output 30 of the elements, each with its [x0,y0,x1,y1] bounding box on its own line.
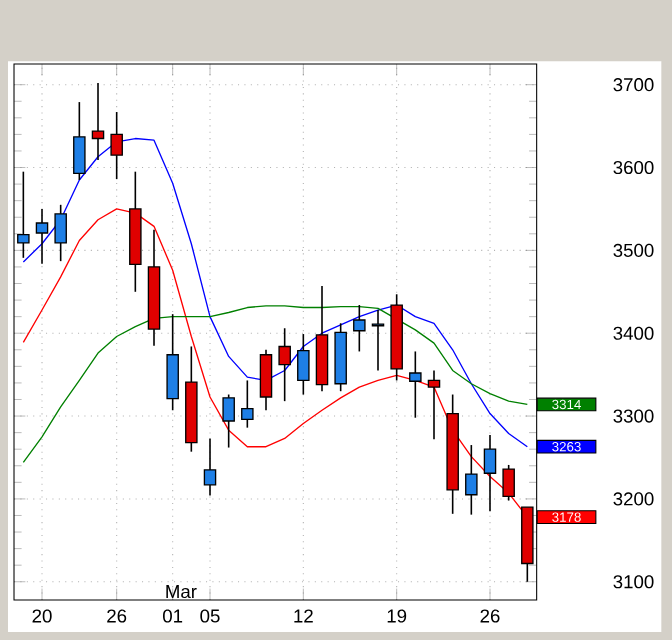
candlestick [278,327,291,402]
candlestick [110,111,123,180]
candlestick [427,369,441,441]
candlestick [203,437,217,497]
y-tick-label: 3600 [613,160,654,175]
candlestick [371,309,385,372]
candlestick [409,350,422,419]
candlestick [259,348,273,412]
x-tick-label: 19 [387,609,407,623]
y-tick-label: 3300 [613,409,654,423]
candlestick [446,393,459,515]
x-tick-label: 26 [480,609,500,623]
y-tick-label: 3500 [613,243,654,257]
x-tick-label: 01 [163,609,183,623]
candlestick [147,228,161,347]
candlestick [483,434,497,513]
y-tick-label: 3400 [613,326,654,340]
candlestick [129,170,142,293]
y-tick-label: 3100 [613,575,654,589]
annotation: Mar [166,585,197,599]
y-tick-label: 3700 [613,78,654,92]
x-tick-label: 12 [294,609,313,623]
candlestick [35,208,49,265]
x-tick-label: 20 [32,609,52,623]
y-tick-label: 3200 [613,492,654,506]
x-tick-label: 26 [107,609,127,623]
candlestick [465,444,478,516]
candlestick [91,82,105,161]
candlestick [315,285,329,393]
x-tick-label: 05 [200,609,220,623]
